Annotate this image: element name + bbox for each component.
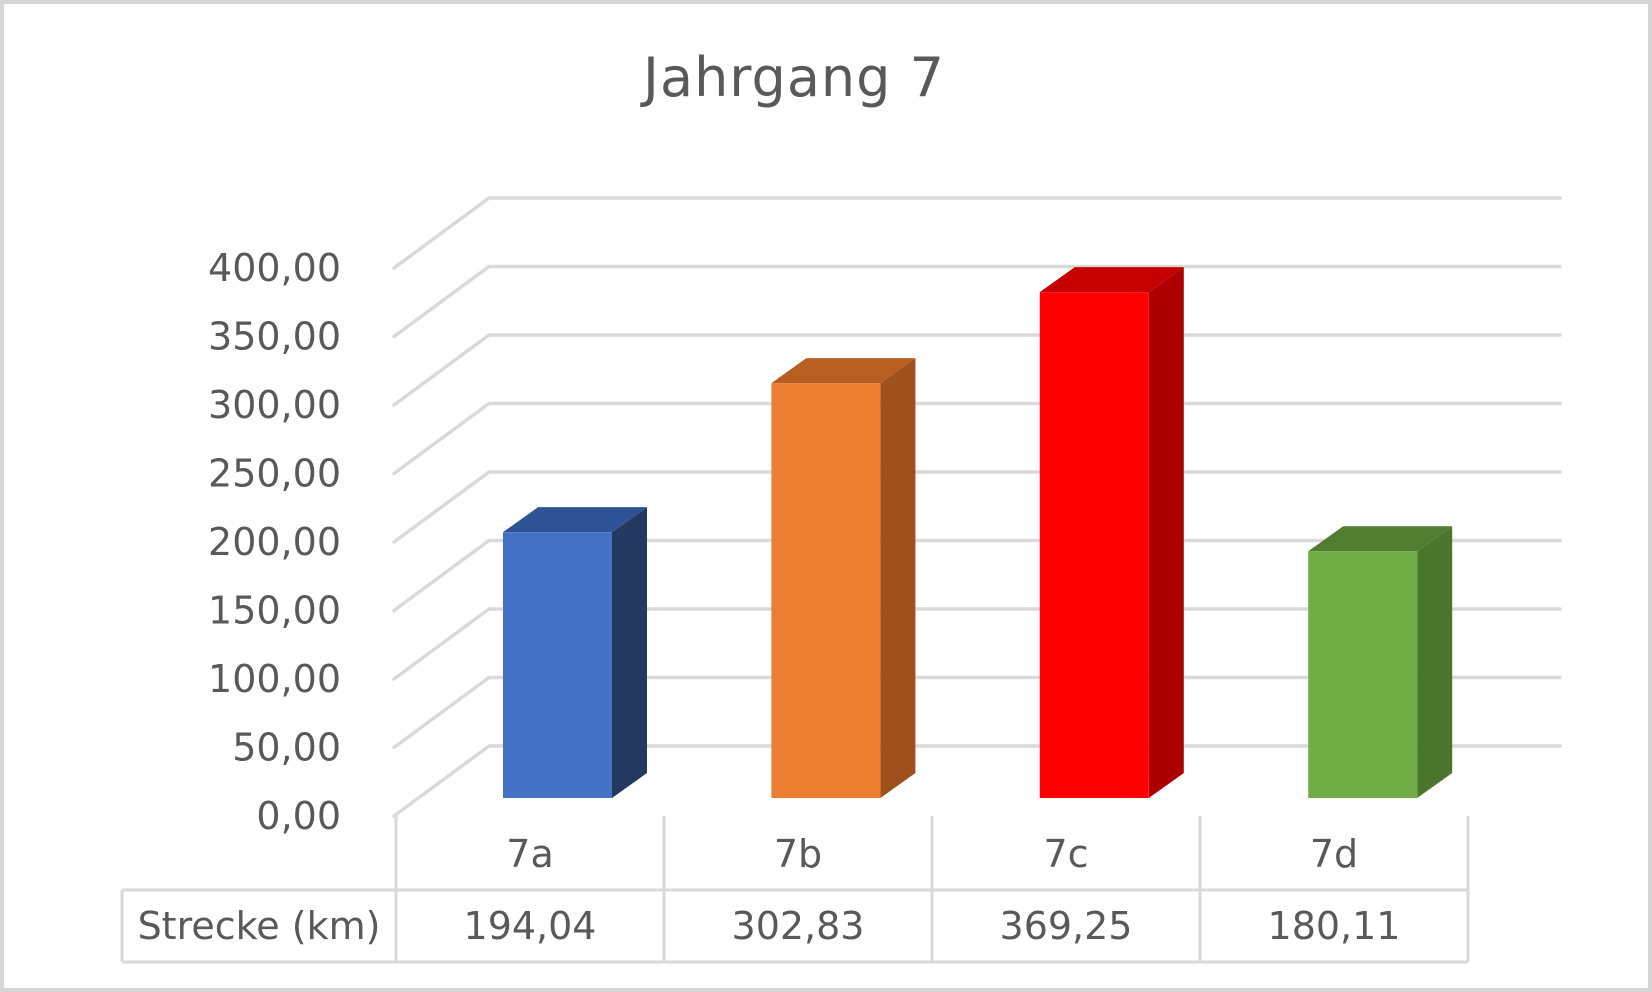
bar-7c [1039, 292, 1149, 798]
y-gridline-250,00 [392, 401, 1562, 476]
y-tick-label: 200,00 [208, 520, 341, 564]
bar-7c-top [1039, 267, 1184, 293]
y-gridline-200,00 [392, 470, 1562, 544]
bar-7c-side [1148, 267, 1184, 798]
bar-7b-top [771, 358, 916, 384]
table-value-7d: 180,11 [1268, 904, 1401, 948]
y-gridline-50,00 [392, 675, 1562, 750]
y-gridline-0,00 [392, 744, 1562, 818]
table-row-header: Strecke (km) [138, 904, 381, 948]
y-tick-label: 250,00 [208, 452, 341, 496]
bar-7d [1308, 551, 1418, 798]
bar-7a-side [612, 507, 647, 798]
bar-7b [771, 383, 881, 798]
y-gridline-150,00 [392, 538, 1562, 613]
table-value-7a: 194,04 [464, 904, 597, 948]
category-label-7d: 7d [1310, 832, 1358, 876]
bar-7d-top [1308, 526, 1453, 552]
bar-7a [503, 532, 612, 798]
bar-7d-side [1417, 526, 1453, 798]
y-tick-label: 300,00 [208, 383, 341, 427]
y-tick-label: 50,00 [232, 726, 341, 770]
y-gridline-350,00 [392, 264, 1562, 339]
y-gridline-100,00 [392, 607, 1562, 681]
y-tick-label: 400,00 [208, 246, 341, 290]
category-label-7b: 7b [774, 832, 822, 876]
bar-7b-side [880, 358, 916, 798]
y-tick-label: 0,00 [256, 794, 341, 838]
bar-7a-top [503, 507, 647, 533]
y-tick-label: 350,00 [208, 315, 341, 359]
category-label-7a: 7a [506, 832, 553, 876]
y-gridline-300,00 [392, 333, 1562, 407]
table-value-7c: 369,25 [1000, 904, 1133, 948]
y-tick-label: 150,00 [208, 589, 341, 633]
chart-canvas: 0,00 50,00 100,00 150,00 200,00 250,00 300,00 3… [120, 196, 1562, 964]
y-tick-label: 100,00 [208, 657, 341, 701]
y-gridline-400,00 [392, 196, 1562, 270]
category-label-7c: 7c [1043, 832, 1088, 876]
chart-title: Jahrgang 7 [643, 46, 945, 109]
table-value-7b: 302,83 [732, 904, 865, 948]
